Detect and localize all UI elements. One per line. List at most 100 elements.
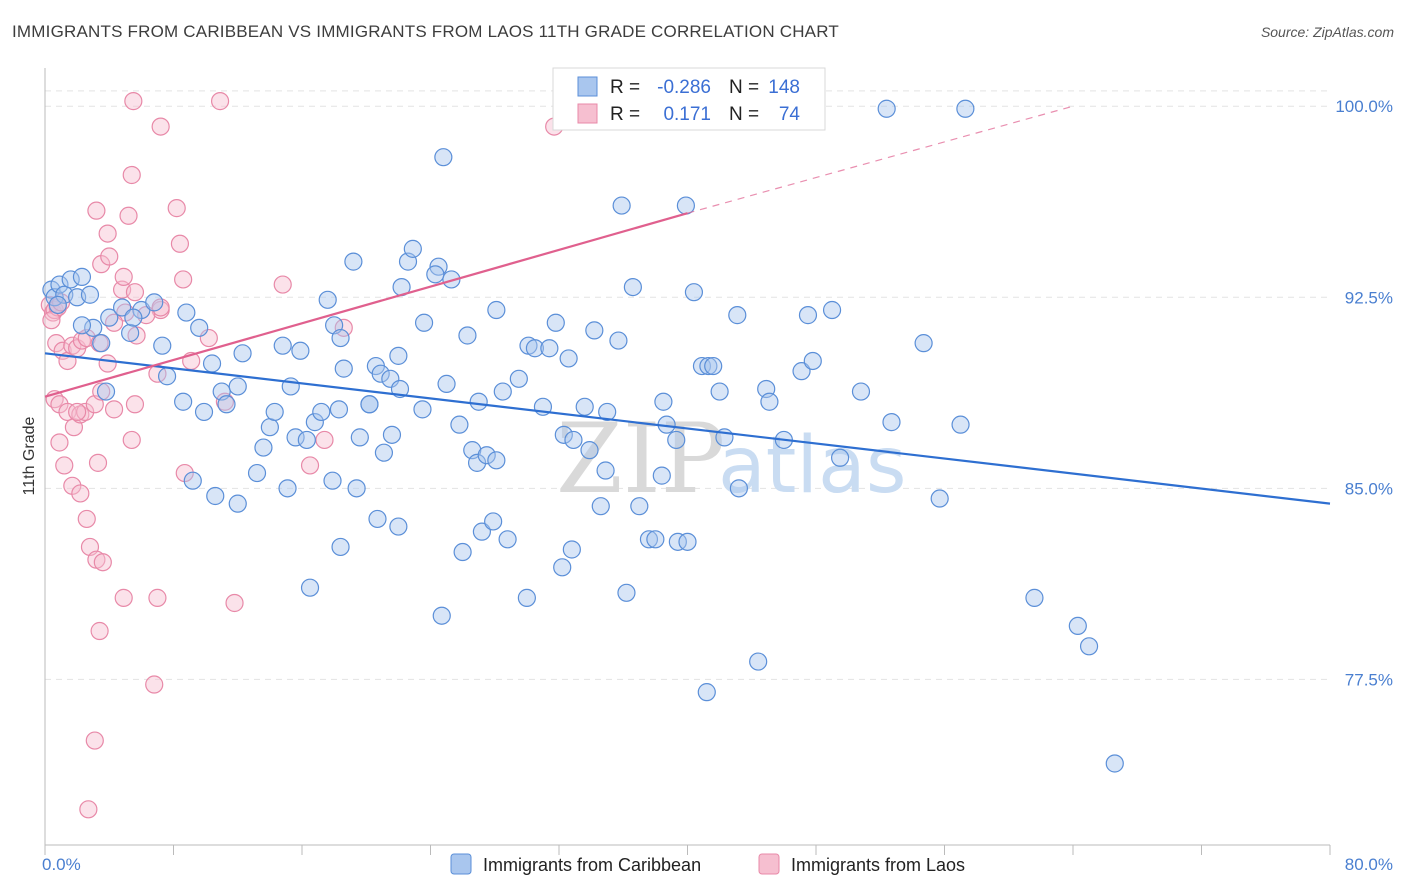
caribbean-point (297, 430, 316, 450)
y-tick-label: 85.0% (1345, 479, 1393, 498)
caribbean-point (678, 532, 697, 551)
laos-point (125, 283, 145, 302)
legend-label-caribbean: Immigrants from Caribbean (483, 855, 701, 875)
caribbean-point (654, 392, 673, 411)
laos-point (63, 336, 82, 355)
laos-point (98, 224, 117, 243)
laos-point (88, 453, 108, 472)
caribbean-point (72, 316, 92, 335)
caribbean-point (760, 392, 779, 411)
caribbean-point (1105, 754, 1124, 773)
x-tick-label-min: 0.0% (42, 855, 81, 874)
laos-point (114, 267, 133, 286)
caribbean-point (112, 298, 132, 317)
caribbean-point (121, 323, 140, 343)
trend-line-caribbean (44, 352, 1331, 505)
caribbean-point (254, 438, 273, 457)
caribbean-point (145, 293, 164, 312)
caribbean-point (434, 148, 453, 167)
caribbean-point (368, 509, 387, 529)
caribbean-point (228, 494, 247, 513)
caribbean-point (233, 344, 252, 363)
caribbean-point (493, 382, 512, 401)
laos-point (125, 395, 145, 414)
caribbean-point (484, 512, 503, 531)
caribbean-point (84, 318, 103, 337)
caribbean-point (190, 318, 209, 337)
caribbean-point (469, 392, 488, 411)
laos-point (90, 621, 109, 641)
caribbean-point (413, 400, 432, 419)
caribbean-point (652, 466, 671, 485)
laos-point (71, 405, 90, 424)
axes-layer (44, 68, 1331, 855)
caribbean-point (305, 413, 324, 432)
caribbean-point (278, 479, 297, 498)
caribbean-point (202, 354, 222, 373)
caribbean-point (487, 451, 506, 470)
caribbean-point (564, 430, 583, 450)
caribbean-point (487, 300, 506, 320)
caribbean-point (1025, 588, 1044, 607)
laos-point (151, 117, 170, 136)
caribbean-point (174, 392, 193, 411)
caribbean-point (830, 448, 850, 467)
caribbean-point (273, 336, 292, 355)
caribbean-point (509, 369, 528, 388)
stats-box: R = -0.286 N = 148 R = 0.171 N = 74 (552, 67, 826, 131)
laos-point (77, 509, 96, 529)
caribbean-point (822, 300, 842, 320)
laos-point (315, 430, 334, 450)
caribbean-point (124, 308, 143, 327)
caribbean-point (426, 265, 445, 284)
caribbean-point (704, 356, 723, 376)
caribbean-point (331, 537, 350, 557)
caribbean-point (286, 428, 305, 447)
caribbean-point (699, 356, 718, 376)
caribbean-point (598, 402, 617, 422)
caribbean-point (1068, 616, 1087, 636)
caribbean-point (930, 489, 949, 508)
caribbean-point (389, 517, 408, 536)
caribbean-point (183, 471, 202, 490)
caribbean-point (553, 558, 572, 577)
caribbean-point (194, 402, 214, 422)
caribbean-point (546, 313, 565, 332)
caribbean-point (477, 446, 496, 465)
laos-point (170, 234, 190, 253)
stats-swatch-caribbean (577, 76, 598, 97)
caribbean-point (639, 530, 659, 549)
laos-point (167, 199, 186, 218)
legend: Immigrants from Caribbean Immigrants fro… (450, 853, 965, 875)
caribbean-point (667, 430, 686, 450)
caribbean-point (318, 290, 337, 309)
laos-point (93, 553, 112, 572)
caribbean-point (956, 99, 975, 118)
caribbean-point (697, 683, 716, 702)
caribbean-point (350, 428, 369, 447)
laos-point (92, 382, 111, 401)
caribbean-point (389, 346, 408, 365)
caribbean-point (559, 349, 578, 368)
caribbean-point (291, 341, 310, 360)
laos-point (104, 400, 124, 419)
caribbean-point (344, 252, 363, 271)
caribbean-point (458, 326, 477, 345)
source-credit: Source: ZipAtlas.com (1260, 24, 1394, 40)
caribbean-point (1079, 637, 1099, 656)
caribbean-point (157, 367, 177, 386)
caribbean-point (623, 277, 642, 297)
caribbean-point (591, 497, 610, 516)
caribbean-point (153, 336, 172, 355)
caribbean-point (432, 606, 451, 625)
caribbean-point (334, 359, 353, 378)
stats-box-frame (552, 67, 826, 131)
laos-point (122, 165, 141, 185)
caribbean-point (374, 443, 394, 462)
caribbean-point (749, 652, 768, 671)
laos-point (300, 456, 320, 475)
caribbean-point (851, 382, 871, 401)
caribbean-point (877, 99, 896, 118)
trend-lines (44, 105, 1331, 505)
caribbean-point (575, 397, 594, 416)
